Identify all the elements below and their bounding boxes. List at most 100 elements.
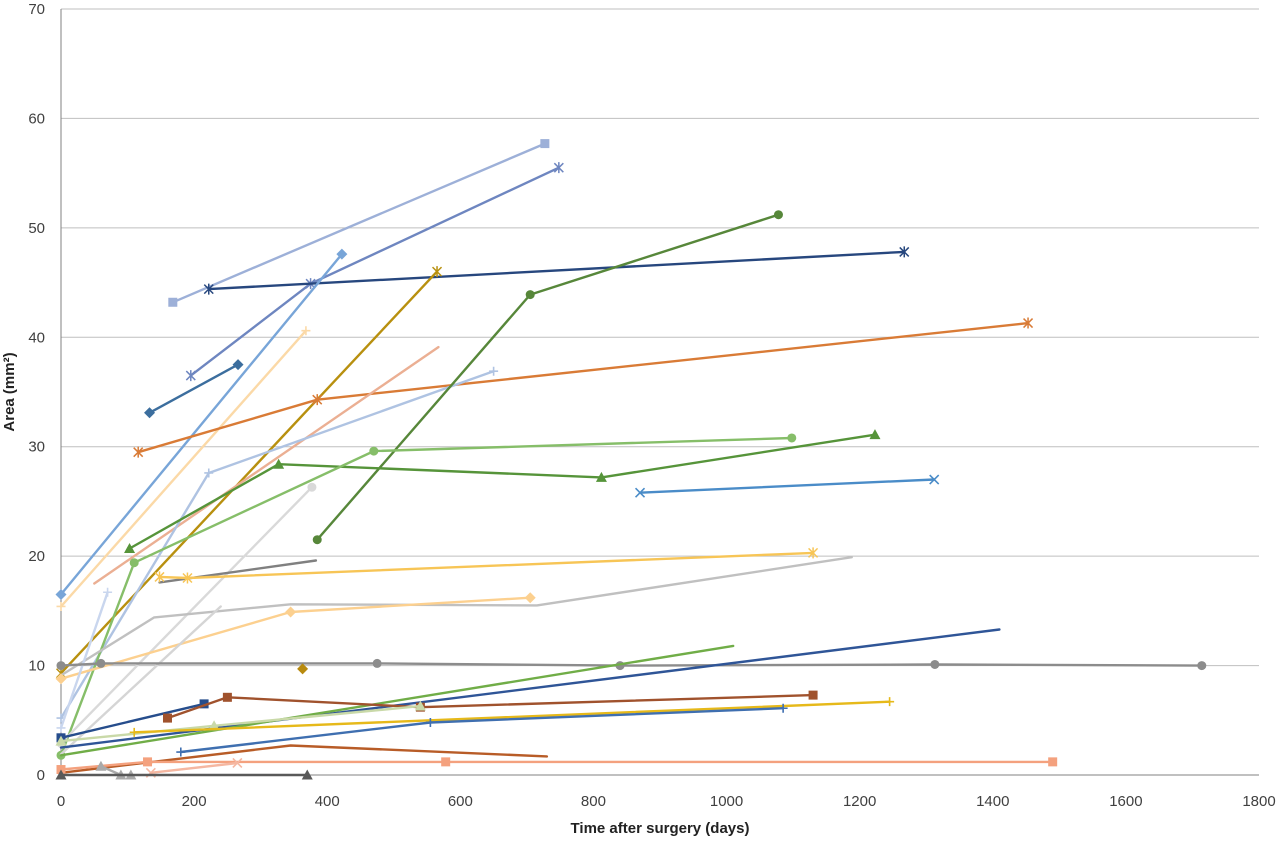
data-point xyxy=(124,542,136,553)
y-tick-label: 20 xyxy=(28,548,45,565)
data-point xyxy=(204,468,214,478)
data-point xyxy=(222,692,232,702)
series-17 xyxy=(154,547,819,584)
series-21 xyxy=(59,605,222,756)
data-point xyxy=(162,713,172,723)
series-29 xyxy=(129,697,895,737)
gridlines xyxy=(61,8,1259,667)
series-line xyxy=(59,270,439,675)
x-tick-labels: 0 200 400 600 800 1000 1200 1400 1600 1800 xyxy=(57,793,1276,810)
data-point xyxy=(144,407,156,419)
series-25 xyxy=(59,644,735,757)
data-point xyxy=(1023,317,1034,329)
series-11 xyxy=(312,210,783,545)
data-point xyxy=(199,699,209,709)
y-axis-title: Area (mm²) xyxy=(1,352,18,431)
x-tick-label: 1800 xyxy=(1242,793,1275,810)
data-point xyxy=(929,474,940,485)
series-18 xyxy=(59,556,853,677)
series-23 xyxy=(297,663,309,675)
series-line xyxy=(179,707,785,754)
data-point xyxy=(312,394,323,406)
y-tick-label: 70 xyxy=(28,1,45,18)
data-point xyxy=(56,601,66,611)
data-point xyxy=(432,266,443,278)
data-point xyxy=(899,246,910,258)
series-line xyxy=(59,662,1204,667)
data-point xyxy=(372,658,382,668)
x-tick-label: 1600 xyxy=(1109,793,1142,810)
data-point xyxy=(808,690,818,700)
data-point xyxy=(489,366,499,376)
data-point xyxy=(525,290,535,300)
y-tick-label: 40 xyxy=(28,329,45,346)
data-point xyxy=(540,139,550,149)
series-line xyxy=(59,329,308,608)
x-tick-label: 0 xyxy=(57,793,65,810)
series-line xyxy=(158,551,815,580)
series-22 xyxy=(56,658,1207,671)
data-point xyxy=(301,326,311,336)
data-point xyxy=(232,359,244,371)
data-point xyxy=(930,659,940,669)
series-14 xyxy=(634,474,940,498)
x-tick-label: 600 xyxy=(448,793,473,810)
series-line xyxy=(59,252,344,596)
data-point xyxy=(285,606,297,618)
data-point xyxy=(143,757,153,767)
series-line xyxy=(93,345,440,585)
data-point xyxy=(553,162,564,174)
data-point xyxy=(414,700,426,711)
data-point xyxy=(312,535,322,545)
y-tick-label: 60 xyxy=(28,110,45,127)
series-line xyxy=(59,596,532,680)
series-6 xyxy=(56,326,311,611)
data-point xyxy=(168,297,178,307)
data-point xyxy=(182,572,193,584)
data-point xyxy=(634,487,646,498)
series-19 xyxy=(55,592,536,685)
x-tick-label: 400 xyxy=(315,793,340,810)
series-5 xyxy=(144,359,244,419)
data-point xyxy=(297,663,309,675)
y-tick-label: 0 xyxy=(37,767,45,784)
series-line xyxy=(59,760,1054,771)
series-line xyxy=(136,321,1030,454)
data-point xyxy=(55,673,67,685)
data-point xyxy=(185,370,196,382)
series-line xyxy=(148,363,240,414)
data-point xyxy=(869,429,881,440)
series-line xyxy=(59,605,222,756)
series-30 xyxy=(176,703,788,757)
series-8 xyxy=(133,317,1034,458)
y-tick-label: 50 xyxy=(28,220,45,237)
data-point xyxy=(55,588,67,600)
data-point xyxy=(203,283,214,295)
series-3 xyxy=(203,246,910,295)
series-35 xyxy=(55,769,313,780)
series-12 xyxy=(124,429,881,553)
data-point xyxy=(787,433,797,443)
series-line xyxy=(207,250,906,291)
axes xyxy=(60,9,1259,776)
data-point xyxy=(773,210,783,220)
series-line xyxy=(638,478,936,494)
data-point xyxy=(55,769,67,780)
x-tick-label: 1000 xyxy=(710,793,743,810)
y-tick-label: 10 xyxy=(28,658,45,675)
series-line xyxy=(59,556,853,677)
data-point xyxy=(301,769,313,780)
data-point xyxy=(307,482,317,492)
data-point xyxy=(1197,661,1207,671)
data-point xyxy=(1048,757,1058,767)
series-4 xyxy=(55,248,348,600)
data-point xyxy=(808,547,819,559)
series-20 xyxy=(56,587,113,733)
series-1 xyxy=(168,139,550,307)
data-point xyxy=(369,446,379,456)
x-tick-label: 800 xyxy=(581,793,606,810)
data-point xyxy=(595,471,607,482)
data-point xyxy=(56,661,66,671)
